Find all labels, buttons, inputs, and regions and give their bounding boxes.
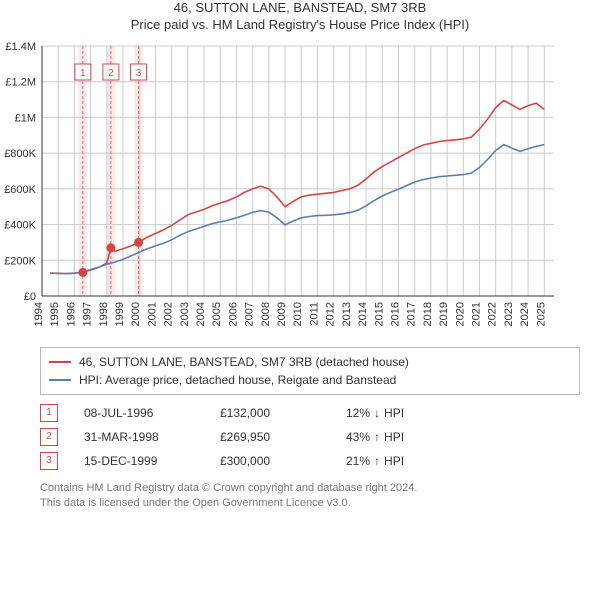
x-tick-label: 2025	[535, 302, 547, 326]
event-number-badge: 3	[40, 452, 58, 470]
x-tick-label: 1998	[98, 302, 110, 326]
x-tick-label: 2002	[163, 302, 175, 326]
event-diff-pct: 43%	[346, 430, 370, 444]
x-tick-label: 2022	[487, 302, 499, 326]
footer-line2: This data is licensed under the Open Gov…	[40, 496, 580, 511]
x-tick-label: 2020	[454, 302, 466, 326]
y-tick-label: £1.2M	[5, 76, 36, 88]
x-tick-label: 2003	[179, 302, 191, 326]
event-diff-label: HPI	[384, 454, 404, 468]
event-diff-pct: 12%	[346, 406, 370, 420]
x-tick-label: 2015	[373, 302, 385, 326]
event-date: 15-DEC-1999	[84, 454, 194, 468]
x-tick-label: 2010	[292, 302, 304, 326]
x-tick-label: 2006	[227, 302, 239, 326]
event-number: 2	[108, 68, 114, 79]
arrow-up-icon: ↑	[374, 430, 380, 444]
chart-svg: £0 £200K £400K £600K £800K £1M £1.2M £1.4M 1994 1…	[0, 38, 560, 338]
x-tick-label: 2001	[146, 302, 158, 326]
legend-swatch	[49, 379, 71, 381]
x-tick-label: 1996	[65, 302, 77, 326]
y-tick-label: £1M	[15, 112, 36, 124]
events-table: 1 08-JUL-1996 £132,000 12% ↓ HPI 2 31-MAR-1998 £…	[40, 401, 580, 473]
legend-label: 46, SUTTON LANE, BANSTEAD, SM7 3RB (deta…	[79, 353, 409, 371]
chart: £0 £200K £400K £600K £800K £1M £1.2M £1.4M 1994 1…	[0, 38, 600, 343]
y-tick-label: £400K	[4, 219, 36, 231]
x-tick-label: 1995	[49, 302, 61, 326]
title-line2: Price paid vs. HM Land Registry's House …	[0, 17, 600, 34]
x-tick-label: 2024	[519, 302, 531, 326]
legend-row: 46, SUTTON LANE, BANSTEAD, SM7 3RB (deta…	[49, 353, 571, 371]
x-tick-label: 2013	[341, 302, 353, 326]
x-tick-label: 1999	[114, 302, 126, 326]
event-number: 1	[80, 68, 86, 79]
x-tick-label: 2005	[211, 302, 223, 326]
x-tick-label: 1997	[82, 302, 94, 326]
legend-swatch	[49, 361, 71, 363]
title-line1: 46, SUTTON LANE, BANSTEAD, SM7 3RB	[0, 0, 600, 17]
x-tick-label: 2019	[438, 302, 450, 326]
event-diff-label: HPI	[384, 406, 404, 420]
footer-line1: Contains HM Land Registry data © Crown c…	[40, 481, 580, 496]
event-diff: 12% ↓ HPI	[346, 406, 446, 420]
event-date: 08-JUL-1996	[84, 406, 194, 420]
event-diff: 21% ↑ HPI	[346, 454, 446, 468]
x-tick-label: 2012	[325, 302, 337, 326]
event-number-badge: 2	[40, 428, 58, 446]
y-tick-label: £0	[24, 291, 36, 303]
event-dot	[78, 268, 87, 277]
event-price: £269,950	[220, 430, 320, 444]
x-tick-label: 2000	[130, 302, 142, 326]
footer: Contains HM Land Registry data © Crown c…	[40, 481, 580, 512]
x-tick-label: 2007	[244, 302, 256, 326]
event-diff-pct: 21%	[346, 454, 370, 468]
y-tick-label: £1.4M	[5, 41, 36, 53]
y-tick-label: £800K	[4, 148, 36, 160]
event-price: £132,000	[220, 406, 320, 420]
x-tick-label: 2017	[406, 302, 418, 326]
arrow-up-icon: ↑	[374, 454, 380, 468]
x-tick-label: 2004	[195, 302, 207, 326]
event-diff: 43% ↑ HPI	[346, 430, 446, 444]
series-line-1	[50, 144, 544, 273]
event-row: 2 31-MAR-1998 £269,950 43% ↑ HPI	[40, 425, 580, 449]
arrow-down-icon: ↓	[374, 406, 380, 420]
x-tick-label: 2018	[422, 302, 434, 326]
x-tick-label: 2009	[276, 302, 288, 326]
x-tick-label: 2021	[470, 302, 482, 326]
x-tick-label: 2016	[389, 302, 401, 326]
legend-label: HPI: Average price, detached house, Reig…	[79, 371, 396, 389]
series-line-0	[50, 100, 544, 273]
event-row: 1 08-JUL-1996 £132,000 12% ↓ HPI	[40, 401, 580, 425]
event-date: 31-MAR-1998	[84, 430, 194, 444]
event-price: £300,000	[220, 454, 320, 468]
x-tick-label: 2011	[308, 302, 320, 326]
event-number-badge: 1	[40, 404, 58, 422]
legend-row: HPI: Average price, detached house, Reig…	[49, 371, 571, 389]
x-tick-label: 2008	[260, 302, 272, 326]
event-dot	[106, 243, 115, 252]
event-diff-label: HPI	[384, 430, 404, 444]
page: 46, SUTTON LANE, BANSTEAD, SM7 3RB Price…	[0, 0, 600, 590]
y-tick-label: £600K	[4, 184, 36, 196]
x-tick-label: 2023	[503, 302, 515, 326]
y-tick-label: £200K	[4, 255, 36, 267]
x-tick-label: 2014	[357, 302, 369, 326]
event-dot	[134, 238, 143, 247]
legend: 46, SUTTON LANE, BANSTEAD, SM7 3RB (deta…	[40, 347, 580, 395]
event-row: 3 15-DEC-1999 £300,000 21% ↑ HPI	[40, 449, 580, 473]
x-tick-label: 1994	[33, 302, 45, 326]
event-number: 3	[136, 68, 142, 79]
